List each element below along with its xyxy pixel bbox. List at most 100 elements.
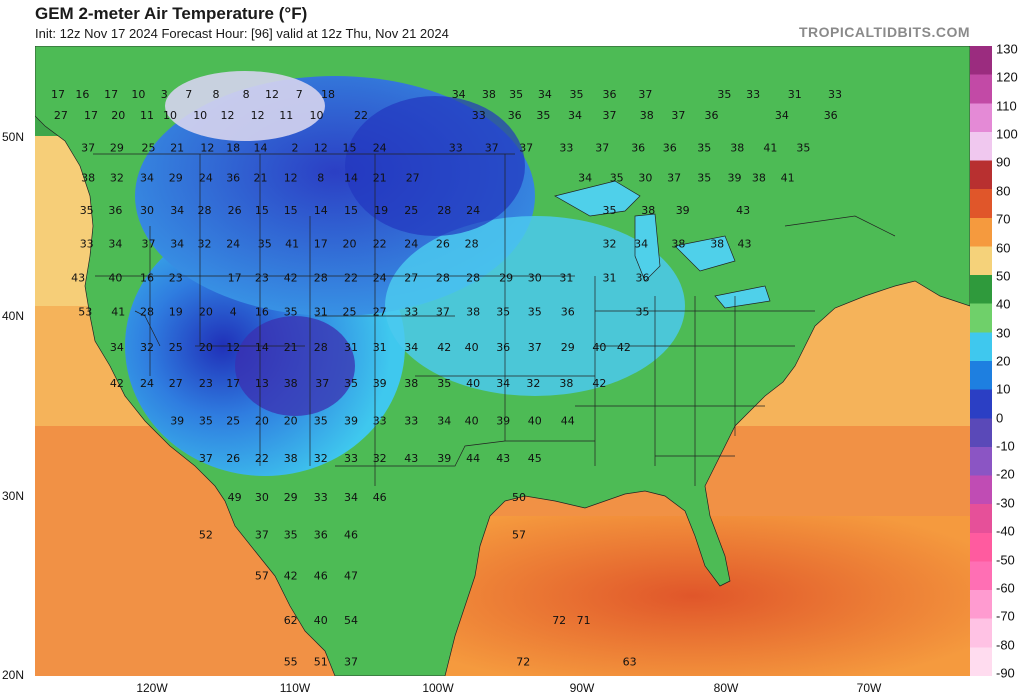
station-temp: 34: [437, 414, 451, 427]
colorbar-tick: 110: [996, 98, 1017, 114]
lat-label: 40N: [2, 309, 25, 323]
station-temp: 35: [603, 204, 617, 217]
lon-label: 90W: [569, 681, 595, 695]
station-temp: 39: [437, 452, 451, 465]
station-temp: 43: [496, 452, 510, 465]
station-temp: 12: [314, 141, 328, 154]
colorbar-tick: -20: [996, 466, 1015, 482]
station-temp: 12: [251, 109, 265, 122]
station-temp: 46: [314, 570, 328, 583]
station-temp: 37: [667, 172, 681, 185]
station-temp: 34: [404, 341, 418, 354]
station-temp: 38: [482, 88, 496, 101]
station-temp: 63: [623, 655, 637, 668]
station-temp: 34: [496, 377, 510, 390]
station-temp: 24: [199, 172, 213, 185]
station-temp: 19: [169, 306, 183, 319]
station-temp: 4: [230, 306, 237, 319]
station-temp: 8: [213, 88, 220, 101]
station-temp: 32: [110, 172, 124, 185]
station-temp: 37: [142, 238, 156, 251]
station-temp: 35: [284, 529, 298, 542]
station-temp: 15: [255, 204, 269, 217]
station-temp: 44: [466, 452, 480, 465]
station-temp: 36: [496, 341, 510, 354]
station-temp: 21: [284, 341, 298, 354]
station-temp: 30: [528, 272, 542, 285]
colorbar-tick: 130: [996, 41, 1018, 57]
station-temp: 32: [373, 452, 387, 465]
station-temp: 33: [559, 141, 573, 154]
station-temp: 37: [315, 377, 329, 390]
station-temp: 8: [317, 172, 324, 185]
station-temp: 25: [226, 414, 240, 427]
station-temp: 41: [763, 141, 777, 154]
station-temp: 29: [169, 172, 183, 185]
station-temp: 23: [169, 272, 183, 285]
station-temp: 34: [578, 172, 592, 185]
station-temp: 39: [728, 172, 742, 185]
station-temp: 38: [710, 238, 724, 251]
station-temp: 30: [638, 172, 652, 185]
station-temp: 10: [163, 109, 177, 122]
header: GEM 2-meter Air Temperature (°F) Init: 1…: [0, 0, 1024, 46]
station-temp: 38: [559, 377, 573, 390]
station-temp: 35: [314, 414, 328, 427]
station-temp: 28: [465, 238, 479, 251]
station-temp: 36: [631, 141, 645, 154]
station-temp: 46: [344, 529, 358, 542]
station-temp: 28: [437, 204, 451, 217]
station-temp: 38: [284, 377, 298, 390]
station-temp: 37: [595, 141, 609, 154]
station-temp: 23: [199, 377, 213, 390]
station-temp: 28: [466, 272, 480, 285]
station-temp: 3: [161, 88, 168, 101]
station-temp: 46: [373, 491, 387, 504]
station-temp: 37: [485, 141, 499, 154]
station-temp: 16: [75, 88, 89, 101]
station-temp: 39: [676, 204, 690, 217]
station-temp: 29: [499, 272, 513, 285]
lon-label: 80W: [713, 681, 739, 695]
station-temp: 37: [671, 109, 685, 122]
station-temp: 33: [449, 141, 463, 154]
station-temp: 38: [284, 452, 298, 465]
station-temp: 37: [344, 655, 358, 668]
station-temp: 22: [344, 272, 358, 285]
state-boundaries: [93, 153, 896, 486]
station-temp: 17: [51, 88, 65, 101]
station-temp: 27: [54, 109, 68, 122]
station-temp: 31: [603, 272, 617, 285]
station-temp: 24: [140, 377, 154, 390]
station-temp: 10: [310, 109, 324, 122]
colorbar-tick: 30: [996, 325, 1011, 341]
station-temp: 14: [255, 341, 269, 354]
colorbar-tick: 90: [996, 154, 1011, 170]
lon-label: 100W: [422, 681, 454, 695]
station-temp: 35: [636, 306, 650, 319]
station-temp: 30: [255, 491, 269, 504]
station-temp: 40: [466, 377, 480, 390]
station-temp: 12: [226, 341, 240, 354]
station-temp: 49: [228, 491, 242, 504]
station-temp: 34: [108, 238, 122, 251]
station-temp: 35: [570, 88, 584, 101]
lat-label: 20N: [2, 668, 25, 682]
station-temp: 33: [404, 306, 418, 319]
station-temp: 37: [255, 529, 269, 542]
colorbar-tick: -60: [996, 580, 1015, 596]
colorbar-tick: -70: [996, 608, 1015, 624]
station-temp: 43: [71, 272, 85, 285]
station-temp: 34: [634, 238, 648, 251]
station-temp: 47: [344, 570, 358, 583]
station-temp: 36: [226, 172, 240, 185]
station-temp: 19: [374, 204, 388, 217]
station-temp: 37: [436, 306, 450, 319]
station-temp: 26: [226, 452, 240, 465]
station-temp: 33: [746, 88, 760, 101]
station-temp: 16: [255, 306, 269, 319]
colorbar-tick: -40: [996, 523, 1015, 539]
station-temp: 33: [373, 414, 387, 427]
station-temp: 35: [509, 88, 523, 101]
station-temp: 38: [752, 172, 766, 185]
